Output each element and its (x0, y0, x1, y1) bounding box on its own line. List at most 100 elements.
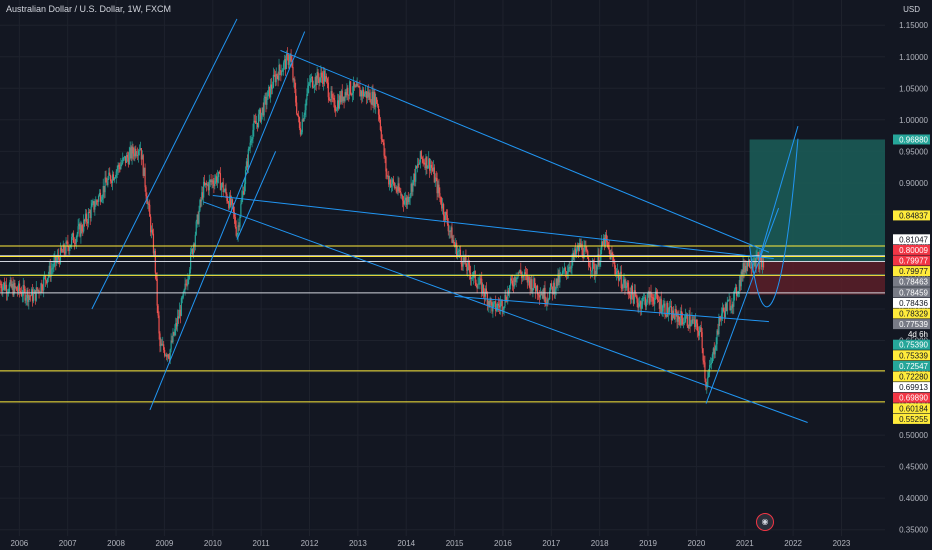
candle-body (728, 299, 730, 301)
candle-body (190, 251, 192, 270)
candle-body (91, 203, 93, 207)
candle-body (178, 309, 181, 319)
candle-body (180, 298, 182, 316)
candle-body (137, 154, 139, 156)
candle-body (603, 237, 606, 246)
candle-body (270, 84, 272, 98)
candle-body (279, 64, 281, 71)
candle-body (122, 157, 124, 164)
candle-body (584, 246, 586, 248)
tradingview-logo-icon[interactable]: ◉ (756, 513, 774, 531)
candle-body (44, 276, 47, 281)
candle-body (30, 295, 32, 297)
candle-body (609, 250, 611, 260)
candle-body (673, 317, 675, 320)
price-tag: 0.81047 (893, 234, 930, 245)
candle-body (761, 257, 763, 268)
candle-body (573, 252, 575, 257)
price-tag-box (893, 350, 930, 361)
candle-body (488, 301, 490, 307)
candle-body (574, 248, 576, 257)
candle-body (171, 340, 173, 343)
candle-body (67, 241, 69, 247)
candle-body (586, 250, 588, 252)
candle-body (554, 289, 556, 294)
y-tick-label: 0.50000 (899, 431, 928, 440)
candle-body (689, 314, 691, 327)
candle-body (462, 257, 464, 267)
candle-body (506, 300, 508, 302)
candle-body (283, 59, 286, 63)
price-tag-label: 0.78436 (899, 299, 928, 308)
candle-body (608, 247, 610, 251)
candle-body (661, 311, 663, 313)
candle-body (206, 184, 208, 186)
y-tick-label: 1.15000 (899, 21, 928, 30)
candle-body (701, 332, 703, 349)
candle-body (256, 122, 258, 124)
candle-body (598, 254, 600, 266)
candle-body (530, 279, 532, 290)
price-tag: 0.78329 (893, 308, 930, 319)
candle-body (433, 167, 435, 183)
candle-body (398, 183, 400, 191)
candle-body (275, 74, 277, 83)
candle-body (302, 119, 304, 122)
candle-body (627, 282, 629, 288)
candle-body (403, 200, 405, 205)
candle-body (552, 282, 554, 294)
price-tag-label: 0.55255 (899, 415, 928, 424)
candle-body (514, 276, 516, 282)
candle-body (585, 246, 587, 251)
candle-body (511, 280, 514, 286)
y-tick-label: 1.10000 (899, 53, 928, 62)
candle-body (637, 302, 639, 308)
candle-body (644, 297, 647, 307)
candle-body (706, 386, 708, 387)
candle-body (745, 265, 747, 271)
candle-body (547, 299, 549, 301)
candle-body (124, 156, 126, 158)
candle-body (551, 286, 554, 294)
candle-body (49, 265, 51, 277)
candle-body (88, 211, 90, 213)
candle-body (105, 177, 107, 183)
candle-body (494, 301, 496, 303)
candle-body (455, 242, 457, 247)
candle-body (103, 185, 105, 193)
candle-body (576, 249, 578, 254)
candle-body (272, 74, 275, 88)
candle-body (523, 272, 526, 276)
candle-body (471, 277, 474, 279)
candle-body (34, 290, 36, 301)
candle-body (396, 190, 398, 192)
candle-body (407, 196, 409, 203)
candle-body (466, 266, 468, 271)
candle-body (524, 272, 527, 274)
price-tag-label: 0.79977 (899, 257, 928, 266)
candle-body (470, 277, 473, 280)
candle-body (417, 164, 420, 166)
candle-body (762, 261, 764, 268)
candle-body (375, 97, 377, 108)
candle-body (350, 94, 353, 95)
candle-body (273, 74, 275, 76)
candle-body (370, 102, 372, 105)
candle-body (266, 99, 268, 105)
candle-body (242, 191, 244, 198)
candle-body (670, 306, 673, 321)
candle-body (93, 201, 95, 210)
candle-body (659, 298, 661, 309)
candle-body (555, 278, 557, 290)
candle-body (139, 148, 142, 150)
candle-body (723, 311, 726, 318)
candle-body (0, 283, 2, 289)
candle-body (23, 285, 25, 289)
candle-body (588, 258, 590, 267)
candle-body (575, 248, 577, 254)
candle-body (29, 295, 31, 297)
candle-body (174, 329, 176, 336)
candle-body (515, 278, 517, 282)
candle-body (84, 219, 86, 222)
